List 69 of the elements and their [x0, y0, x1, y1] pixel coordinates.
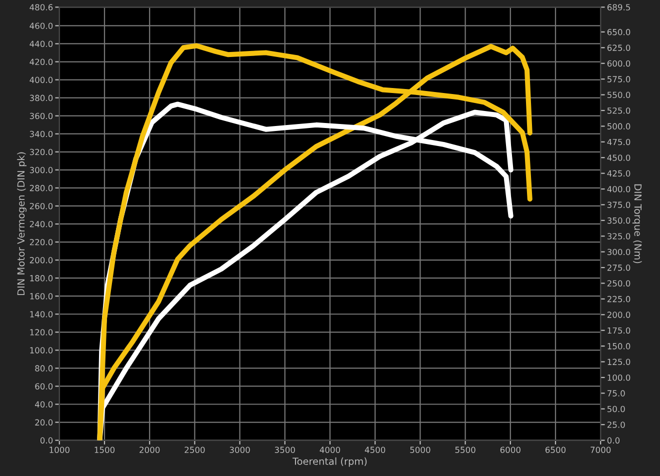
x-tick-label: 5000 — [410, 446, 430, 453]
x-tick-label: 3500 — [274, 446, 295, 453]
y2-axis-title: DIN Torque (Nm) — [632, 184, 642, 264]
y2-tick-label: 300.0 — [607, 248, 630, 256]
y2-tick-label: 425.0 — [607, 170, 630, 177]
y2-tick-label: 400.0 — [607, 186, 630, 192]
y2-tick-label: 550.0 — [607, 92, 630, 98]
y2-tick-label: 650.0 — [607, 28, 630, 36]
y2-tick-label: 450.0 — [607, 154, 630, 161]
y2-tick-label: 525.0 — [607, 107, 630, 114]
y-tick-label: 60.0 — [35, 383, 53, 390]
y2-tick-label: 150.0 — [608, 343, 630, 350]
x-tick-label: 7000 — [590, 446, 611, 453]
y2-tick-label: 100.0 — [608, 374, 630, 381]
y2-tick-label: 375.0 — [607, 202, 630, 208]
y-tick-label: 140.0 — [30, 311, 53, 318]
y2-tick-label: 500.0 — [607, 123, 630, 130]
x-tick-label: 1000 — [50, 446, 70, 453]
y2-tick-label: 625.0 — [607, 44, 630, 51]
x-tick-label: 1500 — [94, 446, 115, 453]
y-tick-label: 340.0 — [30, 130, 53, 138]
y-tick-label: 280.0 — [30, 184, 53, 192]
y-tick-label: 460.0 — [30, 22, 53, 29]
y-tick-label: 180.0 — [30, 275, 53, 282]
y2-tick-label: 600.0 — [607, 60, 630, 67]
y-tick-label: 320.0 — [30, 148, 53, 156]
x-tick-label: 6000 — [500, 446, 520, 453]
y2-tick-label: 175.0 — [608, 327, 630, 334]
y2-tick-label: 350.0 — [607, 217, 630, 224]
y2-tick-label: 325.0 — [607, 233, 630, 240]
y2-tick-label: 225.0 — [607, 296, 630, 302]
y-tick-label: 380.0 — [30, 94, 53, 102]
y-axis-title: DIN Motor Vermogen (DIN pk) — [17, 152, 27, 296]
y2-tick-label: 575.0 — [607, 76, 630, 82]
y-tick-label: 160.0 — [30, 293, 53, 300]
x-tick-label: 3000 — [230, 446, 250, 453]
y-tick-label: 240.0 — [30, 220, 53, 228]
y-tick-label: 260.0 — [30, 202, 53, 210]
x-tick-label: 5500 — [455, 446, 476, 453]
y2-tick-label: 0.0 — [607, 437, 620, 444]
y2-tick-label: 689.5 — [607, 4, 630, 10]
x-axis-title: Toerental (rpm) — [292, 457, 367, 467]
y-tick-label: 220.0 — [30, 238, 53, 246]
y-tick-label: 300.0 — [30, 166, 53, 174]
y-tick-label: 400.0 — [30, 76, 53, 84]
y-tick-label: 0.0 — [40, 437, 53, 444]
y2-tick-label: 25.0 — [607, 422, 625, 428]
y2-tick-label: 200.0 — [607, 312, 630, 318]
x-tick-label: 2000 — [140, 446, 160, 453]
x-tick-label: 6500 — [545, 446, 566, 453]
y-tick-label: 200.0 — [30, 257, 53, 264]
y-tick-label: 40.0 — [35, 401, 53, 408]
y-tick-label: 440.0 — [30, 40, 53, 48]
y-tick-label: 100.0 — [30, 347, 53, 354]
x-tick-label: 4000 — [320, 446, 340, 453]
y-tick-label: 420.0 — [30, 58, 53, 66]
y2-tick-label: 75.0 — [608, 390, 625, 396]
y2-tick-label: 50.0 — [607, 406, 625, 412]
y2-tick-label: 475.0 — [607, 138, 630, 146]
x-tick-label: 4500 — [364, 446, 386, 453]
y2-tick-label: 125.0 — [608, 358, 630, 366]
y-tick-label: 120.0 — [30, 329, 53, 336]
y-tick-label: 360.0 — [30, 112, 53, 120]
y2-tick-label: 275.0 — [607, 264, 630, 271]
y-tick-label: 480.6 — [30, 4, 53, 10]
y2-tick-label: 250.0 — [607, 280, 630, 287]
y-tick-label: 80.0 — [35, 365, 53, 372]
y-tick-label: 20.0 — [35, 419, 53, 426]
x-tick-label: 2500 — [184, 446, 205, 453]
